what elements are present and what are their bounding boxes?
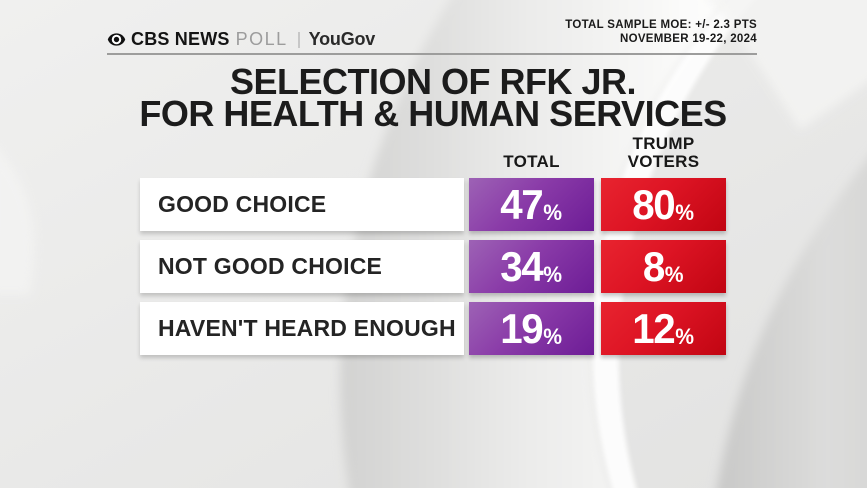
cell-good-choice-total: 47% (469, 178, 594, 231)
sample-info: TOTAL SAMPLE MOE: +/- 2.3 PTS NOVEMBER 1… (565, 18, 757, 46)
row-label-havent-heard-enough: HAVEN'T HEARD ENOUGH (140, 302, 464, 355)
cbs-news-wordmark: CBS NEWS (131, 29, 230, 49)
brand-bar: CBS NEWS POLL YouGov (107, 29, 375, 50)
row-label-not-good-choice: NOT GOOD CHOICE (140, 240, 464, 293)
cell-havent-heard-enough-trump-voters: 12% (601, 302, 726, 355)
percent-sign: % (665, 261, 684, 287)
page-title: SELECTION OF RFK JR. FOR HEALTH & HUMAN … (33, 61, 833, 134)
percent-sign: % (675, 323, 695, 349)
cell-not-good-choice-trump-voters: 8% (601, 240, 726, 293)
poll-wordmark: POLL (235, 29, 288, 49)
value-text: 47 (500, 180, 544, 228)
cell-good-choice-trump-voters: 80% (601, 178, 726, 231)
value-text: 19 (500, 304, 544, 352)
value-text: 8 (643, 242, 665, 290)
percent-sign: % (543, 261, 563, 287)
cell-havent-heard-enough-total: 19% (469, 302, 594, 355)
date-text: NOVEMBER 19-22, 2024 (619, 33, 757, 45)
header-rule (107, 53, 757, 55)
row-label-good-choice: GOOD CHOICE (140, 178, 464, 231)
title-line-2: FOR HEALTH & HUMAN SERVICES (139, 93, 727, 134)
percent-sign: % (675, 199, 695, 225)
left-sliver-shape (0, 150, 35, 295)
title-line-1: SELECTION OF RFK JR. (229, 61, 637, 102)
moe-text: TOTAL SAMPLE MOE: +/- 2.3 PTS (565, 19, 757, 31)
cell-not-good-choice-total: 34% (469, 240, 594, 293)
yougov-wordmark: YouGov (308, 29, 376, 49)
value-text: 12 (632, 304, 676, 352)
cbs-eye-icon (107, 30, 126, 49)
right-band-shape (717, 159, 867, 488)
percent-sign: % (543, 323, 563, 349)
column-header-trump-voters: TRUMP VOTERS (627, 134, 700, 171)
percent-sign: % (543, 199, 563, 225)
value-text: 80 (632, 180, 676, 228)
top-right-sliver-shape (708, 0, 867, 130)
value-text: 34 (500, 242, 544, 290)
brand-divider (297, 31, 300, 48)
column-header-total: TOTAL (503, 152, 560, 171)
